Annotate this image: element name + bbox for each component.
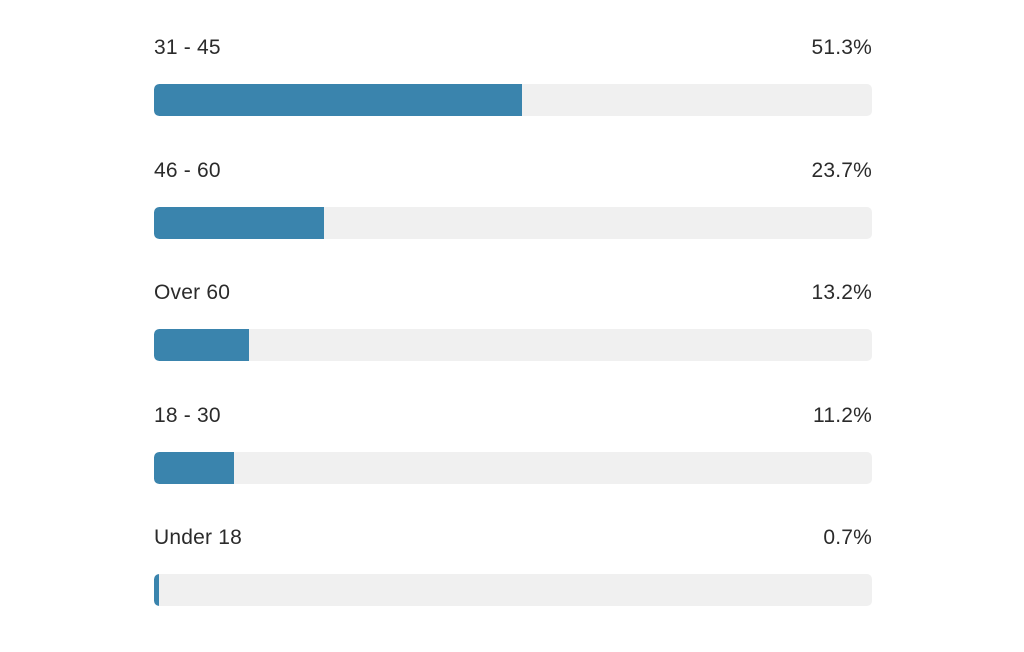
category-label: 18 - 30 xyxy=(154,403,221,427)
category-label: 46 - 60 xyxy=(154,158,221,182)
bar-fill xyxy=(154,451,235,484)
bar-row: Under 18 0.7% xyxy=(154,520,872,643)
bar-row: 18 - 30 11.2% xyxy=(154,398,872,521)
value-label: 0.7% xyxy=(823,526,872,549)
category-label: Over 60 xyxy=(154,281,231,304)
bar-row-header: Under 18 0.7% xyxy=(154,525,872,551)
bar-row-header: 31 - 45 51.3% xyxy=(154,35,872,61)
age-distribution-chart: 31 - 45 51.3% 46 - 60 23.7% Over 60 13.2% 18 -… xyxy=(154,30,872,643)
value-label: 13.2% xyxy=(811,281,872,304)
bar-row-header: Over 60 13.2% xyxy=(154,280,872,306)
bar-row-header: 46 - 60 23.7% xyxy=(154,158,872,184)
value-label: 51.3% xyxy=(811,36,872,59)
bar-track xyxy=(154,574,872,606)
bar-fill xyxy=(154,206,325,239)
bar-track xyxy=(154,84,872,116)
value-label: 11.2% xyxy=(813,403,872,427)
bar-row: 31 - 45 51.3% xyxy=(154,30,872,153)
bar-track xyxy=(154,329,872,361)
category-label: Under 18 xyxy=(154,526,242,549)
value-label: 23.7% xyxy=(811,158,872,182)
bar-track xyxy=(154,206,872,239)
bar-track xyxy=(154,451,872,484)
bar-fill xyxy=(154,574,160,606)
bar-row-header: 18 - 30 11.2% xyxy=(154,403,872,429)
bar-row: 46 - 60 23.7% xyxy=(154,153,872,276)
bar-fill xyxy=(154,84,523,116)
category-label: 31 - 45 xyxy=(154,36,221,59)
bar-fill xyxy=(154,329,249,361)
bar-row: Over 60 13.2% xyxy=(154,275,872,398)
